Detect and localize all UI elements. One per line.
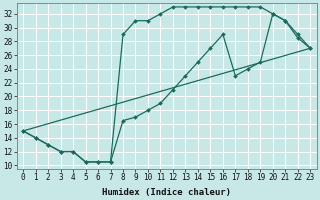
X-axis label: Humidex (Indice chaleur): Humidex (Indice chaleur) — [102, 188, 231, 197]
